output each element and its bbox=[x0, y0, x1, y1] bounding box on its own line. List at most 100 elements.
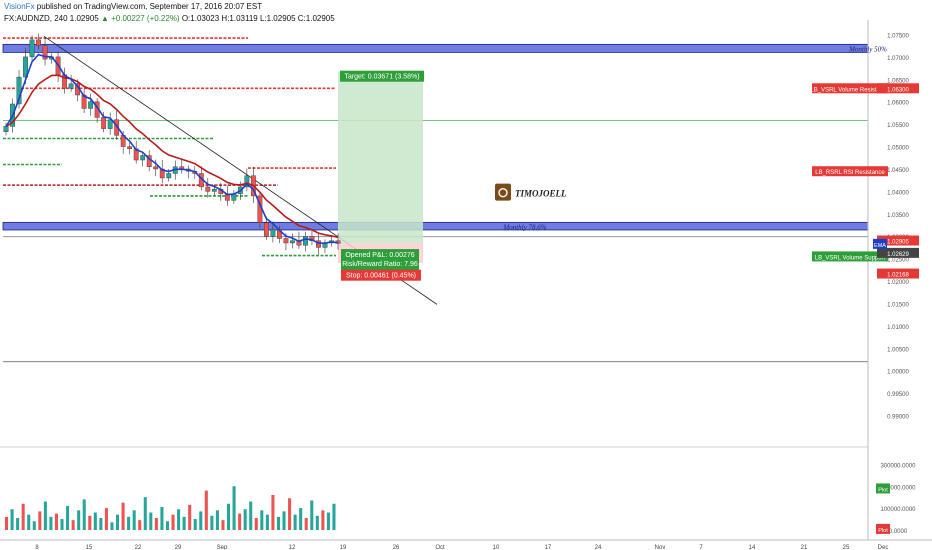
candle-body bbox=[36, 39, 41, 46]
labels-layer: Monthly 50% Monthly 78.6% TIMOJOELL LB_VSRL… bbox=[495, 45, 919, 534]
price-tick-label: 1.01500 bbox=[887, 302, 909, 308]
candle-body bbox=[88, 101, 94, 109]
time-tick-label: 22 bbox=[135, 545, 142, 550]
price-tick-label: 1.01000 bbox=[887, 325, 909, 331]
target-zone bbox=[338, 71, 423, 244]
volume-bar bbox=[160, 507, 164, 530]
time-tick-label: Oct bbox=[435, 545, 445, 550]
volume-tick-label: 100000.0000 bbox=[880, 507, 916, 513]
volume-bar bbox=[165, 521, 170, 530]
indicator-label: LB_VSRL Volume Resistance bbox=[810, 87, 890, 93]
volume-bar bbox=[315, 515, 319, 530]
volume-bar bbox=[249, 501, 253, 530]
price-tick-label: 0.99500 bbox=[887, 392, 909, 398]
candle-body bbox=[23, 56, 28, 78]
price-tick-label: 0.99000 bbox=[887, 415, 909, 421]
position-tool[interactable]: Target: 0.03671 (3.58%) Opened P&L: 0.002… bbox=[338, 70, 424, 281]
candle-body bbox=[107, 119, 113, 129]
volume-bar bbox=[93, 512, 97, 530]
levels-layer bbox=[2, 37, 869, 363]
author-link[interactable]: VisionFx bbox=[4, 2, 35, 11]
candle-body bbox=[205, 186, 211, 192]
time-tick-label: 17 bbox=[545, 545, 552, 550]
support-resistance-zone bbox=[2, 43, 869, 53]
symbol-line: FX:AUDNZD, 240 1.02905 ▲ +0.00227 (+0.22… bbox=[4, 14, 335, 23]
ema-tag-box bbox=[873, 238, 887, 249]
volume-bar bbox=[5, 516, 9, 530]
volume-bar bbox=[288, 498, 292, 530]
time-tick-label: Sep bbox=[217, 545, 228, 550]
volume-bar bbox=[199, 511, 203, 530]
volume-bar bbox=[221, 520, 225, 530]
volume-bar bbox=[177, 509, 181, 530]
volume-bar bbox=[38, 511, 42, 530]
time-tick-label: 29 bbox=[175, 545, 182, 550]
volume-bar bbox=[332, 503, 336, 530]
volume-tick-label: 300000.0000 bbox=[880, 463, 916, 469]
volume-bar bbox=[210, 515, 214, 530]
candle-body bbox=[270, 229, 276, 237]
volume-bar bbox=[171, 514, 175, 530]
candle-body bbox=[68, 83, 74, 89]
price-tag-label: 1.06300 bbox=[887, 87, 909, 93]
volume-bar bbox=[104, 508, 108, 530]
time-tick-label: 15 bbox=[86, 545, 93, 550]
candle-body bbox=[244, 175, 250, 188]
volume-bar bbox=[10, 509, 14, 530]
volume-tick-label: 0.0000 bbox=[889, 529, 908, 535]
volume-bar bbox=[238, 513, 242, 530]
time-tick-label: 10 bbox=[493, 545, 500, 550]
indicator-label: LB_VSRL Volume Support bbox=[815, 255, 886, 261]
candle-body bbox=[101, 117, 107, 129]
volume-bar bbox=[149, 512, 153, 530]
price-tick-label: 1.04000 bbox=[887, 190, 909, 196]
candle-body bbox=[309, 236, 315, 241]
candle-body bbox=[29, 39, 35, 58]
camera-lens-icon bbox=[498, 187, 508, 198]
candle-body bbox=[114, 119, 120, 136]
indicator-label-box bbox=[812, 251, 888, 262]
time-tick-label: 21 bbox=[801, 545, 808, 550]
indicator-label-box bbox=[812, 166, 888, 177]
price-tick-label: 1.03500 bbox=[887, 213, 909, 219]
volume-bar bbox=[310, 500, 314, 530]
volume-bar bbox=[54, 513, 59, 530]
pane-plot-tag-label: Plot bbox=[878, 528, 888, 534]
volume-layer bbox=[5, 486, 336, 530]
price-tick-label: 1.07000 bbox=[887, 56, 909, 62]
pnl-box bbox=[341, 249, 419, 272]
ema-layer bbox=[5, 53, 339, 245]
volume-bar bbox=[227, 503, 231, 530]
volume-bar bbox=[321, 510, 325, 530]
price-change: ▲ +0.00227 (+0.22%) bbox=[100, 14, 180, 23]
volume-bar bbox=[188, 504, 192, 530]
candle-body bbox=[127, 146, 133, 150]
ema-slow-line bbox=[5, 74, 339, 239]
volume-bar bbox=[154, 517, 158, 530]
candle-body bbox=[290, 240, 295, 244]
price-tick-label: 1.07500 bbox=[887, 33, 909, 39]
time-tick-label: 19 bbox=[340, 545, 347, 550]
volume-bar bbox=[143, 497, 147, 530]
price-tag-box bbox=[877, 235, 919, 246]
volume-bar bbox=[132, 510, 136, 530]
price-tag-label: 1.02168 bbox=[887, 273, 909, 279]
price-tag-label: 1.02629 bbox=[887, 252, 909, 258]
time-tick-label: 7 bbox=[699, 545, 703, 550]
volume-tick-label: 200000.0000 bbox=[880, 485, 916, 491]
price-tag-label: 1.02905 bbox=[887, 240, 909, 246]
ema-fast-line bbox=[5, 53, 339, 245]
volume-bar bbox=[232, 486, 236, 530]
price-tag-box bbox=[877, 268, 919, 279]
volume-bar bbox=[293, 514, 297, 530]
price-tick-label: 1.05000 bbox=[887, 146, 909, 152]
time-tick-label: 8 bbox=[35, 545, 39, 550]
indicator-label-box bbox=[812, 83, 888, 94]
price-tick-label: 1.02500 bbox=[887, 258, 909, 264]
symbol-info: FX:AUDNZD, 240 1.02905 bbox=[4, 14, 99, 23]
candle-body bbox=[283, 238, 289, 244]
time-tick-label: Nov bbox=[655, 545, 666, 550]
candle-body bbox=[316, 240, 321, 248]
